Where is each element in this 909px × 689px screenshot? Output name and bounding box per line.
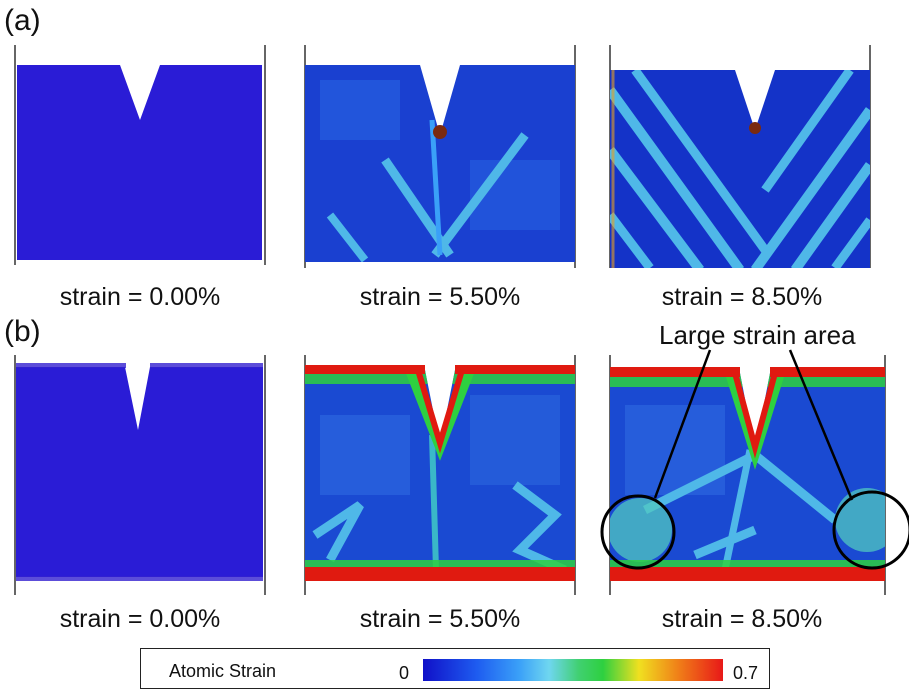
simulation-b-5: [304, 355, 576, 595]
large-strain-annotation: Large strain area: [659, 320, 856, 350]
highlight-circle-left: [600, 494, 676, 570]
caption-a-8: strain = 8.50%: [661, 283, 823, 311]
legend: Atomic Strain 0 0.7: [140, 648, 770, 689]
simulation-a-5: [304, 45, 576, 268]
simulation-b-8: [600, 355, 909, 595]
caption-a-5: strain = 5.50%: [359, 283, 521, 311]
legend-colorbar: [423, 659, 723, 681]
legend-min: 0: [399, 663, 410, 683]
panel-label-b: (b): [4, 315, 41, 348]
legend-max: 0.7: [733, 663, 759, 683]
caption-b-8: strain = 8.50%: [661, 605, 823, 633]
caption-b-5: strain = 5.50%: [359, 605, 521, 633]
highlight-circle-right: [832, 490, 909, 570]
caption-a-0: strain = 0.00%: [59, 283, 221, 311]
simulation-a-8: [609, 45, 871, 268]
legend-title: Atomic Strain: [169, 661, 277, 681]
simulation-b-0: [14, 355, 266, 595]
simulation-a-0: [14, 45, 266, 265]
caption-b-0: strain = 0.00%: [59, 605, 221, 633]
panel-label-a: (a): [4, 4, 41, 37]
